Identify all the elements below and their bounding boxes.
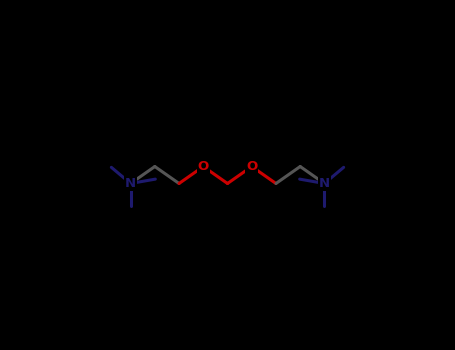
Text: N: N xyxy=(319,177,330,190)
Text: O: O xyxy=(246,160,258,173)
Text: N: N xyxy=(125,177,136,190)
Text: O: O xyxy=(197,160,209,173)
